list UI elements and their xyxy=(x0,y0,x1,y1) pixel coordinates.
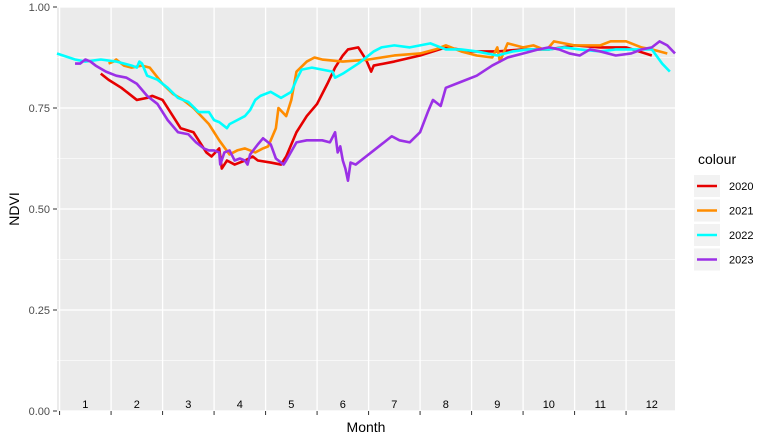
grid-major xyxy=(57,6,675,412)
month-label: 9 xyxy=(494,399,500,411)
series-line-2022 xyxy=(56,42,671,130)
month-label: 4 xyxy=(237,399,243,411)
month-label: 1 xyxy=(82,399,88,411)
legend-label-2020: 2020 xyxy=(729,181,753,193)
month-label: 8 xyxy=(443,399,449,411)
y-tick-label: 0.00 xyxy=(29,406,50,418)
series-line-2023 xyxy=(75,40,676,183)
month-label: 5 xyxy=(288,399,294,411)
legend-label-2021: 2021 xyxy=(729,206,753,218)
y-axis: 0.00 0.25 0.50 0.75 1.00 xyxy=(29,2,57,418)
y-tick-label: 0.50 xyxy=(29,204,50,216)
legend-label-2023: 2023 xyxy=(729,255,753,267)
month-label: 3 xyxy=(185,399,191,411)
month-label: 6 xyxy=(340,399,346,411)
x-axis-title: Month xyxy=(347,419,386,435)
x-axis xyxy=(59,411,627,415)
legend-items: 2020 2021 2022 2023 xyxy=(694,175,753,271)
y-axis-title: NDVI xyxy=(6,192,22,225)
month-label: 7 xyxy=(391,399,397,411)
y-tick-label: 1.00 xyxy=(29,2,50,14)
y-tick-label: 0.75 xyxy=(29,103,50,115)
legend-label-2022: 2022 xyxy=(729,230,753,242)
month-label: 11 xyxy=(595,399,606,411)
month-label: 2 xyxy=(134,399,140,411)
month-labels: 1 2 3 4 5 6 7 8 9 10 11 12 xyxy=(82,399,658,411)
month-label: 10 xyxy=(543,399,555,411)
y-tick-label: 0.25 xyxy=(29,305,50,317)
legend: colour 2020 2021 2022 2023 xyxy=(694,151,753,271)
month-label: 12 xyxy=(646,399,658,411)
series-lines xyxy=(56,40,676,183)
legend-title: colour xyxy=(698,151,736,167)
